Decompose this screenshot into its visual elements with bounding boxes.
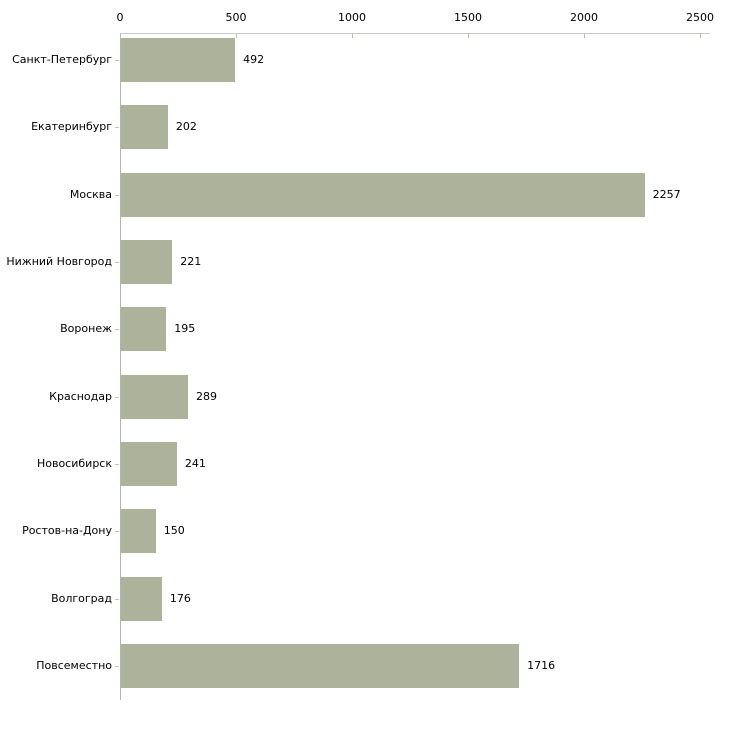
chart-row: Москва 2257 bbox=[70, 168, 710, 235]
value-label: 176 bbox=[169, 591, 191, 605]
chart-row: Краснодар 289 bbox=[49, 370, 710, 437]
x-tick-label: 0 bbox=[116, 11, 124, 24]
category-label: Ростов-на-Дону bbox=[22, 524, 112, 538]
bar bbox=[121, 105, 168, 150]
chart-row: Нижний Новгород 221 bbox=[6, 235, 710, 302]
chart-row: Ростов-на-Дону 150 bbox=[22, 504, 710, 571]
category-label: Екатеринбург bbox=[31, 120, 112, 134]
x-tick-label: 1500 bbox=[454, 11, 482, 24]
category-tick-mark bbox=[115, 598, 119, 600]
bar bbox=[121, 374, 189, 419]
chart-row: Воронеж 195 bbox=[60, 302, 710, 369]
x-tick-mark bbox=[468, 33, 469, 38]
category-tick-mark bbox=[115, 127, 119, 129]
bar bbox=[121, 172, 645, 217]
value-label: 492 bbox=[243, 53, 265, 66]
x-tick-label: 2500 bbox=[686, 11, 714, 24]
x-tick-label: 1000 bbox=[338, 11, 366, 24]
category-label: Москва bbox=[69, 187, 112, 201]
x-tick-mark bbox=[352, 33, 353, 38]
category-tick-mark bbox=[115, 329, 119, 331]
category-label: Воронеж bbox=[60, 322, 112, 336]
category-tick-mark bbox=[115, 665, 119, 667]
value-label: 150 bbox=[163, 524, 185, 538]
value-label: 289 bbox=[196, 389, 218, 403]
chart-row: Повсеместно 1716 bbox=[36, 639, 710, 706]
category-tick-mark bbox=[115, 463, 119, 465]
x-tick-label: 500 bbox=[225, 11, 247, 24]
category-label: Новосибирск bbox=[36, 456, 112, 470]
category-label: Повсеместно bbox=[36, 658, 112, 672]
x-tick-label: 2000 bbox=[570, 11, 598, 24]
value-label: 221 bbox=[180, 254, 202, 268]
category-label: Санкт-Петербург bbox=[12, 53, 112, 66]
x-axis-line bbox=[120, 33, 710, 34]
bar bbox=[121, 643, 520, 688]
y-axis-line bbox=[120, 33, 121, 700]
x-tick-mark bbox=[236, 33, 237, 38]
category-label: Волгоград bbox=[51, 591, 112, 605]
value-label: 1716 bbox=[527, 658, 556, 672]
chart-rows: Санкт-Петербург 492 Екатеринбург 202 Москва 2… bbox=[6, 33, 710, 706]
value-label: 2257 bbox=[652, 187, 681, 201]
category-label: Нижний Новгород bbox=[6, 254, 112, 268]
x-tick-mark bbox=[584, 33, 585, 38]
category-tick-mark bbox=[115, 194, 119, 196]
chart-row: Новосибирск 241 bbox=[37, 437, 710, 504]
bar bbox=[121, 441, 177, 486]
bar bbox=[121, 307, 167, 352]
chart-row: Санкт-Петербург 492 bbox=[12, 33, 710, 100]
chart-row: Волгоград 176 bbox=[51, 572, 710, 639]
category-tick-mark bbox=[115, 396, 119, 398]
value-label: 195 bbox=[174, 322, 196, 336]
value-label: 241 bbox=[184, 456, 206, 470]
category-label: Краснодар bbox=[49, 389, 112, 403]
bar bbox=[121, 509, 156, 554]
category-tick-mark bbox=[115, 531, 119, 533]
bar bbox=[121, 38, 236, 82]
x-tick-mark bbox=[700, 33, 701, 38]
value-label: 202 bbox=[175, 120, 197, 134]
category-tick-mark bbox=[115, 261, 119, 263]
chart-row: Екатеринбург 202 bbox=[31, 100, 710, 167]
bar bbox=[121, 576, 162, 621]
bar bbox=[121, 239, 173, 284]
category-tick-mark bbox=[115, 60, 119, 61]
x-tick-mark bbox=[120, 33, 121, 38]
